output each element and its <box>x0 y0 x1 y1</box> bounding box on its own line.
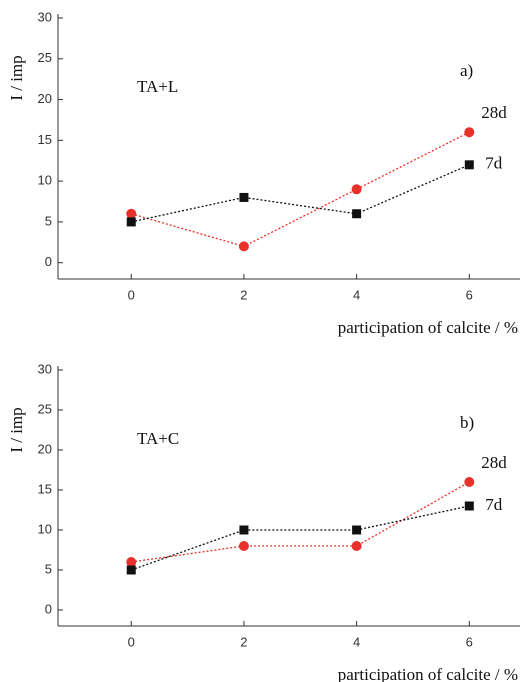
marker <box>464 160 474 170</box>
series-label: 7d <box>485 495 503 514</box>
x-tick-label: 4 <box>353 287 360 302</box>
y-tick-label: 25 <box>38 401 52 416</box>
y-tick-label: 10 <box>38 521 52 536</box>
marker <box>351 541 362 551</box>
panel-label: b) <box>460 413 474 432</box>
series-line <box>131 131 470 248</box>
annotation: TA+L <box>137 77 178 96</box>
y-axis-label: I / imp <box>7 407 26 452</box>
marker <box>351 184 362 195</box>
x-tick-label: 6 <box>466 287 473 302</box>
x-tick-label: 0 <box>128 634 135 649</box>
marker <box>352 209 362 219</box>
x-axis-label: participation of calcite / % <box>338 318 518 337</box>
x-tick-label: 2 <box>240 287 247 302</box>
marker <box>126 208 137 219</box>
y-tick-label: 5 <box>45 561 52 576</box>
y-tick-label: 5 <box>45 213 52 228</box>
series-line <box>131 481 470 563</box>
series-line <box>131 164 470 223</box>
x-tick-label: 0 <box>128 287 135 302</box>
marker <box>126 557 137 567</box>
marker <box>352 525 362 535</box>
y-tick-label: 30 <box>38 9 52 24</box>
x-tick-label: 4 <box>353 634 360 649</box>
y-tick-label: 30 <box>38 361 52 376</box>
marker <box>464 477 475 487</box>
y-tick-label: 0 <box>45 601 52 616</box>
series-label: 28d <box>481 103 507 122</box>
x-tick-label: 2 <box>240 634 247 649</box>
marker <box>126 217 136 227</box>
y-tick-label: 15 <box>38 132 52 147</box>
marker <box>238 241 249 252</box>
panel-label: a) <box>460 61 473 80</box>
x-axis-label: participation of calcite / % <box>338 665 518 682</box>
y-axis-label: I / imp <box>7 55 26 100</box>
y-tick-label: 10 <box>38 173 52 188</box>
x-tick-label: 6 <box>466 634 473 649</box>
y-tick-label: 25 <box>38 50 52 65</box>
y-tick-label: 20 <box>38 91 52 106</box>
series-line <box>131 505 470 571</box>
series-label: 28d <box>481 453 507 472</box>
marker <box>238 541 249 551</box>
marker <box>239 525 249 535</box>
series-label: 7d <box>485 154 503 173</box>
y-tick-label: 20 <box>38 441 52 456</box>
annotation: TA+C <box>137 429 179 448</box>
marker <box>464 127 475 138</box>
marker <box>126 565 136 575</box>
y-tick-label: 0 <box>45 254 52 269</box>
marker <box>464 501 474 511</box>
y-tick-label: 15 <box>38 481 52 496</box>
marker <box>239 192 249 202</box>
